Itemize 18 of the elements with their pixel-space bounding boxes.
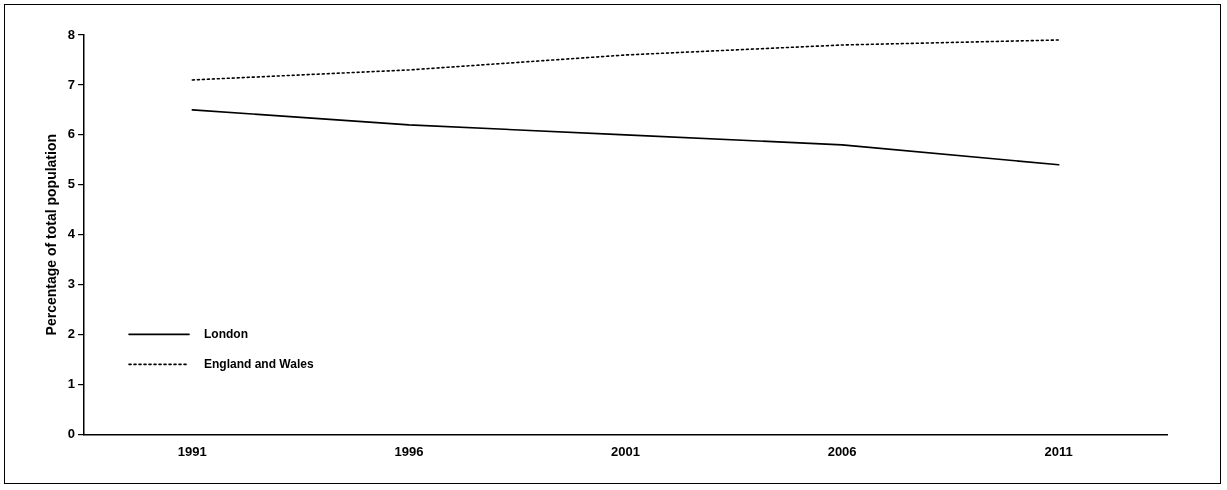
y-tick-label: 6 — [67, 126, 76, 142]
y-tick-label: 1 — [67, 376, 76, 392]
x-tick-label: 2006 — [827, 443, 857, 459]
y-tick-label: 4 — [67, 226, 76, 242]
x-tick-label: 1991 — [177, 443, 207, 459]
y-tick-label: 0 — [67, 425, 76, 441]
line-series — [191, 39, 1060, 81]
y-axis-title: Percentage of total population — [43, 133, 60, 336]
y-tick-label: 3 — [67, 276, 76, 292]
y-tick-label: 8 — [67, 26, 76, 42]
legend-label: England and Wales — [204, 356, 314, 371]
y-tick-label: 2 — [67, 326, 76, 342]
y-tick-label: 5 — [67, 176, 76, 192]
legend-label: London — [204, 326, 249, 341]
y-tick-label: 7 — [67, 76, 76, 92]
x-tick-label: 2011 — [1044, 443, 1073, 459]
x-tick-label: 2001 — [611, 443, 640, 459]
x-tick-label: 1996 — [394, 443, 424, 459]
